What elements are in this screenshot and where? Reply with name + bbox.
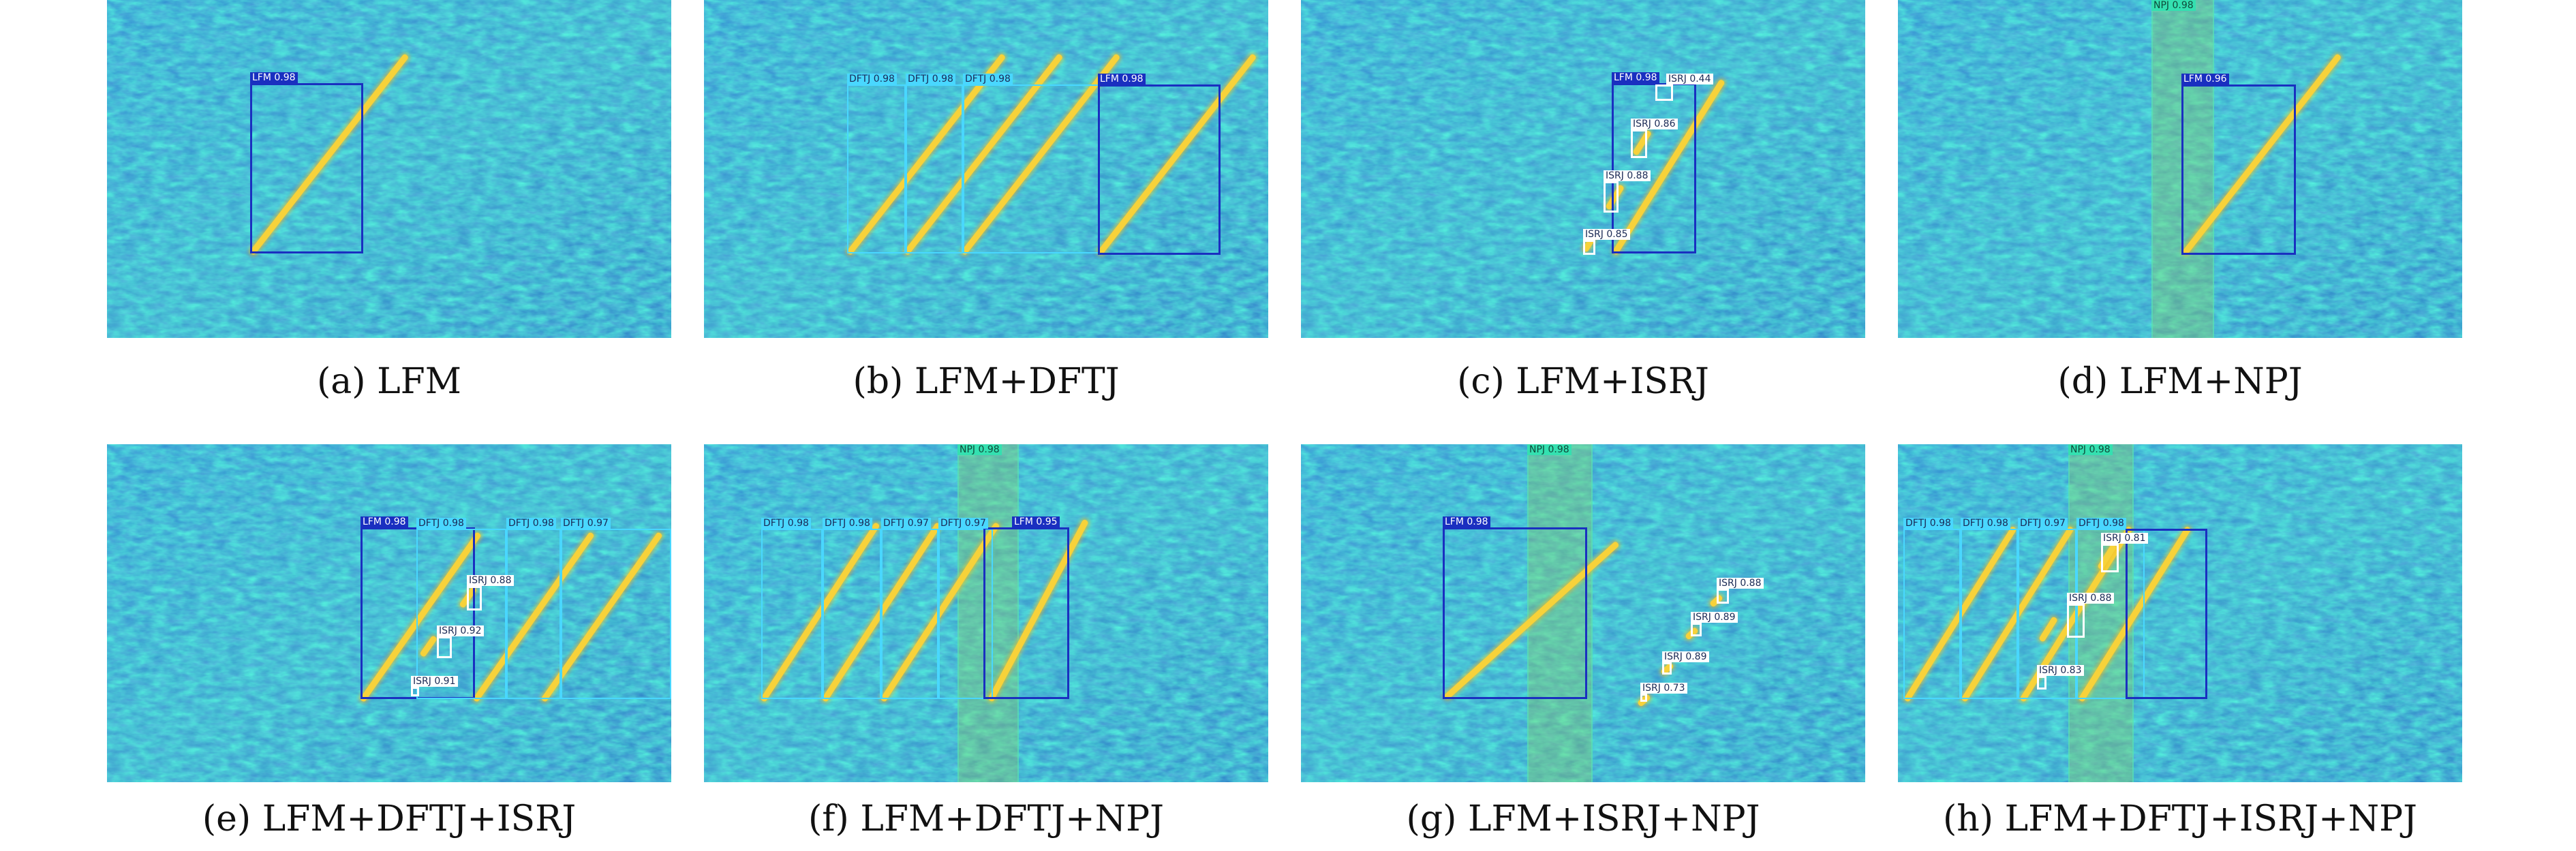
panel-caption: (g) LFM+ISRJ+NPJ [1406,799,1760,839]
isrj-detection-label: ISRJ 0.44 [1666,74,1713,84]
isrj-detection-label: ISRJ 0.91 [411,676,458,687]
spectrogram-panel-a: LFM 0.98 [107,0,671,338]
lfm-detection-box [983,527,1069,699]
spectrogram-panel-d: NPJ 0.98 LFM 0.96 [1898,0,2462,338]
lfm-detection-label: LFM 0.98 [361,516,408,527]
isrj-detection-box [1691,623,1702,636]
isrj-detection-box [2037,676,2046,690]
dftj-detection-label: DFTJ 0.97 [2018,518,2068,529]
npj-detection-label: NPJ 0.98 [1527,444,1571,455]
dftj-detection-label: DFTJ 0.98 [906,74,955,84]
isrj-detection-label: ISRJ 0.88 [467,575,514,586]
dftj-detection-label: DFTJ 0.97 [938,518,988,529]
dftj-detection-box [561,529,671,699]
dftj-detection-box [2076,529,2145,699]
dftj-detection-label: DFTJ 0.98 [847,74,897,84]
panel-caption: (d) LFM+NPJ [2057,361,2303,402]
panel-caption: (c) LFM+ISRJ [1457,361,1709,402]
isrj-detection-label: ISRJ 0.88 [2067,593,2114,604]
lfm-detection-label: LFM 0.98 [250,72,298,83]
dftj-detection-label: DFTJ 0.97 [881,518,931,529]
isrj-detection-box [467,586,482,610]
spectrogram-background [107,444,671,782]
dftj-detection-label: DFTJ 0.98 [963,74,1013,84]
spectrogram-panel-f: NPJ 0.98 DFTJ 0.98 DFTJ 0.98 DFTJ 0.97 D… [704,444,1268,782]
dftj-detection-box [1961,529,2018,699]
spectrogram-panel-g: NPJ 0.98 LFM 0.98 ISRJ 0.88 ISRJ 0.89 IS… [1301,444,1865,782]
isrj-detection-box [1640,694,1647,702]
lfm-detection-label: LFM 0.95 [1012,516,1060,527]
lfm-detection-label: LFM 0.98 [1612,72,1659,83]
panel-caption: (a) LFM [317,361,461,402]
dftj-detection-box [938,529,993,699]
spectrogram-panel-h: NPJ 0.98 DFTJ 0.98 DFTJ 0.98 DFTJ 0.97 D… [1898,444,2462,782]
dftj-detection-box [416,529,506,699]
dftj-detection-label: DFTJ 0.98 [506,518,556,529]
dftj-detection-label: DFTJ 0.98 [2076,518,2126,529]
spectrogram-background [1301,0,1865,338]
lfm-detection-box [250,83,363,253]
dftj-detection-label: DFTJ 0.98 [823,518,872,529]
panel-caption: (h) LFM+DFTJ+ISRJ+NPJ [1943,799,2417,839]
dftj-detection-box [847,84,906,253]
lfm-detection-box [1612,83,1696,253]
dftj-detection-label: DFTJ 0.98 [761,518,811,529]
dftj-detection-box [761,529,823,699]
lfm-detection-label: LFM 0.96 [2181,74,2229,84]
lfm-detection-label: LFM 0.98 [1443,516,1490,527]
panel-caption: (f) LFM+DFTJ+NPJ [808,799,1164,839]
isrj-detection-box [1662,662,1672,675]
spectrogram-background [107,0,671,338]
dftj-detection-box [506,529,561,699]
npj-detection-label: NPJ 0.98 [957,444,1002,455]
npj-detection-label: NPJ 0.98 [2151,0,2196,11]
lfm-detection-box [1443,527,1587,699]
isrj-detection-box [2101,544,2119,572]
spectrogram-background [1898,444,2462,782]
isrj-detection-label: ISRJ 0.92 [437,625,484,636]
dftj-detection-box [823,529,881,699]
isrj-detection-label: ISRJ 0.88 [1717,578,1764,589]
lfm-detection-label: LFM 0.98 [1098,74,1146,84]
isrj-detection-label: ISRJ 0.88 [1604,170,1651,181]
isrj-detection-box [1655,84,1673,101]
isrj-detection-label: ISRJ 0.73 [1640,683,1687,694]
isrj-detection-label: ISRJ 0.83 [2037,665,2084,676]
panel-caption: (b) LFM+DFTJ [853,361,1120,402]
isrj-detection-label: ISRJ 0.89 [1691,612,1738,623]
isrj-detection-box [411,687,419,696]
dftj-detection-label: DFTJ 0.97 [561,518,611,529]
spectrogram-panel-e: LFM 0.98 DFTJ 0.98 DFTJ 0.98 DFTJ 0.97 I… [107,444,671,782]
dftj-detection-box [2018,529,2076,699]
spectrogram-background [704,0,1268,338]
isrj-detection-box [1604,181,1619,213]
dftj-detection-label: DFTJ 0.98 [1961,518,2010,529]
isrj-detection-box [2067,604,2085,638]
spectrogram-background [704,444,1268,782]
isrj-detection-label: ISRJ 0.81 [2101,533,2148,544]
isrj-detection-box [437,636,452,658]
npj-band [957,444,1019,782]
isrj-detection-box [1583,240,1595,255]
isrj-detection-label: ISRJ 0.85 [1583,229,1630,240]
lfm-detection-box [2126,529,2207,699]
spectrogram-background [1301,444,1865,782]
dftj-detection-box [1903,529,1961,699]
dftj-detection-box [906,84,963,253]
isrj-detection-label: ISRJ 0.89 [1662,651,1709,662]
isrj-detection-box [1717,589,1729,604]
spectrogram-panel-b: DFTJ 0.98 DFTJ 0.98 DFTJ 0.98 LFM 0.98 [704,0,1268,338]
isrj-detection-box [1631,129,1647,158]
isrj-detection-label: ISRJ 0.86 [1631,119,1678,129]
panel-caption: (e) LFM+DFTJ+ISRJ [202,799,577,839]
lfm-detection-box [2181,84,2296,255]
npj-detection-label: NPJ 0.98 [2068,444,2113,455]
dftj-detection-label: DFTJ 0.98 [1903,518,1953,529]
spectrogram-background [1898,0,2462,338]
dftj-detection-label: DFTJ 0.98 [416,518,466,529]
lfm-detection-box [1098,84,1221,255]
dftj-detection-box [881,529,938,699]
dftj-detection-box [963,84,1099,253]
spectrogram-panel-c: LFM 0.98 ISRJ 0.44 ISRJ 0.86 ISRJ 0.88 I… [1301,0,1865,338]
